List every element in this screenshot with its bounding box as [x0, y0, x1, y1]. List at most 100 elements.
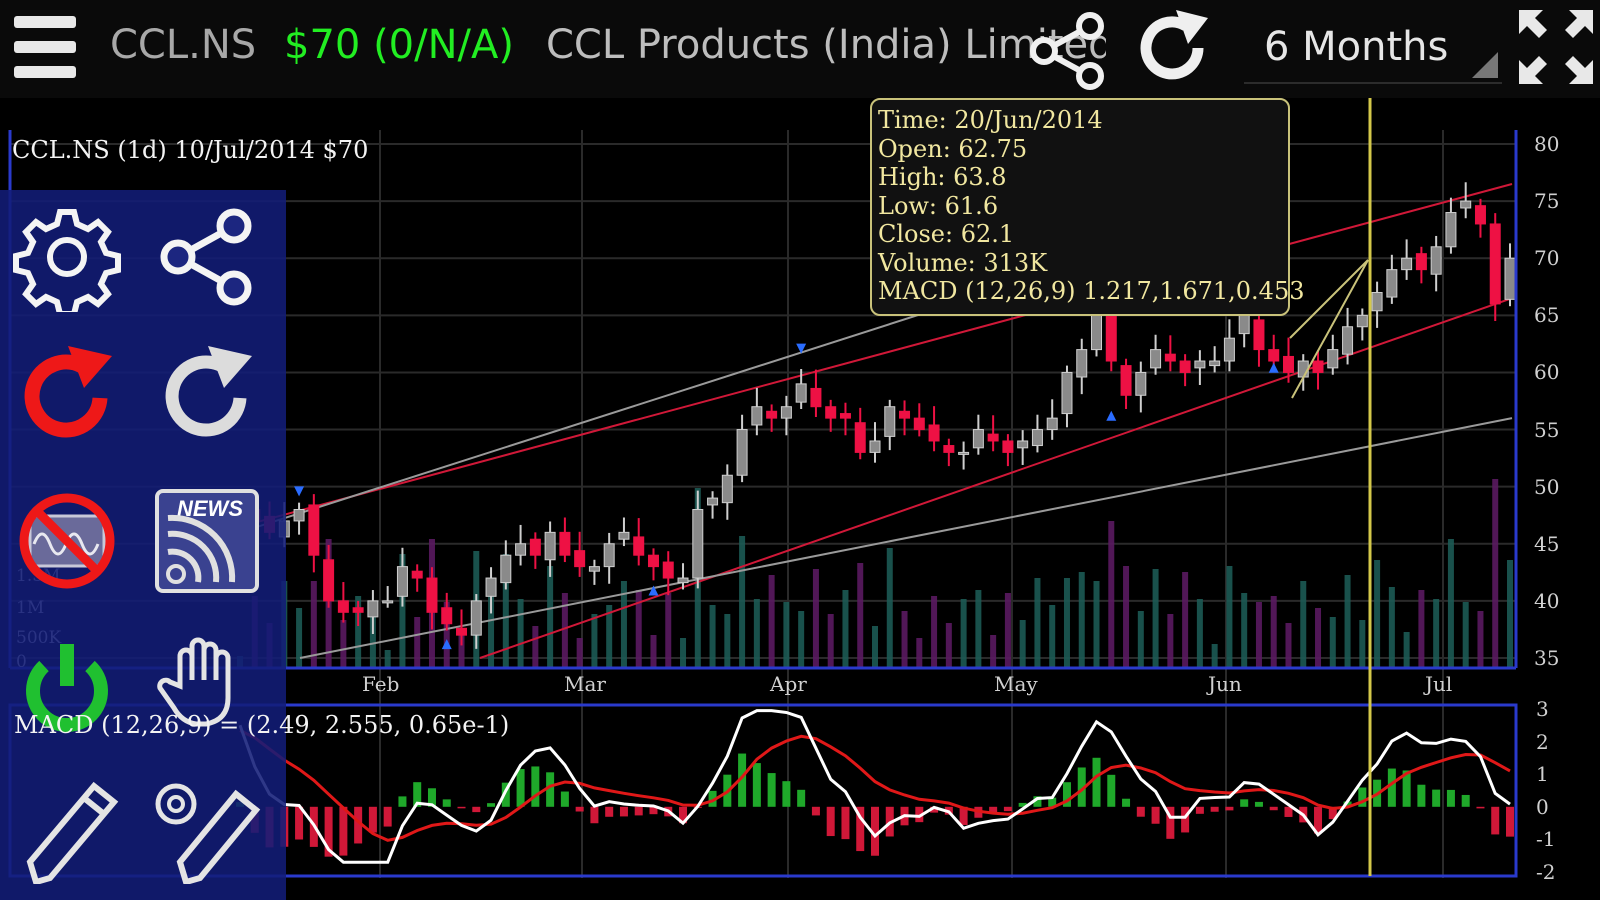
candle-body	[574, 550, 586, 568]
fullscreen-icon[interactable]	[1515, 6, 1597, 88]
candle-body	[1179, 360, 1191, 373]
volume-bar	[310, 581, 317, 668]
candle-body	[1120, 365, 1132, 396]
volume-bar	[561, 593, 568, 668]
macd-histogram-bar	[1195, 806, 1204, 814]
volume-bar	[872, 626, 878, 668]
volume-bar	[990, 635, 997, 668]
candle-body	[633, 536, 645, 556]
macd-histogram-bar	[1240, 799, 1249, 807]
candle-body	[1445, 212, 1457, 248]
candle-body	[1489, 223, 1501, 305]
price-tick: 80	[1534, 132, 1560, 156]
volume-bar	[443, 602, 450, 668]
candle-body	[1061, 371, 1073, 415]
volume-bar	[842, 590, 849, 668]
volume-bar	[768, 575, 775, 668]
menu-icon[interactable]	[10, 12, 80, 82]
volume-bar	[606, 605, 613, 668]
month-tick: Apr	[770, 672, 807, 696]
price-tick: 65	[1534, 303, 1560, 328]
candle-body	[1209, 360, 1221, 367]
candle-body	[352, 607, 364, 613]
volume-bar	[1285, 623, 1292, 668]
macd-line	[238, 709, 1511, 864]
macd-histogram-bar	[1284, 806, 1293, 817]
macd-histogram-bar	[1033, 796, 1042, 807]
volume-bar	[1300, 581, 1307, 668]
candle-body	[382, 600, 394, 604]
macd-histogram-bar	[930, 806, 939, 813]
macd-histogram-bar	[1506, 806, 1514, 837]
volume-bar	[532, 626, 539, 668]
candle-body	[972, 429, 984, 449]
candle-body	[1356, 314, 1368, 328]
period-select[interactable]: 6 Months	[1244, 6, 1502, 84]
volume-bar	[399, 554, 406, 668]
refresh-icon[interactable]	[1134, 8, 1214, 88]
company-name: CCL Products (India) Limited	[546, 22, 1106, 68]
candle-body	[1105, 310, 1117, 362]
candle-body	[426, 577, 438, 613]
macd-histogram-bar	[856, 806, 865, 852]
settings-icon[interactable]	[12, 202, 122, 312]
candle-body	[544, 531, 556, 561]
volume-bar	[1123, 566, 1130, 668]
macd-indicator	[236, 709, 1514, 864]
volume-bar	[547, 566, 554, 668]
period-label: 6 Months	[1264, 24, 1449, 70]
macd-histogram-bar	[427, 788, 436, 807]
candle-body	[692, 509, 704, 579]
candle-body	[1342, 326, 1354, 355]
volume-bar	[1462, 602, 1469, 668]
trendline	[239, 183, 1513, 528]
macd-histogram-bar	[295, 806, 304, 840]
macd-histogram-bar	[708, 790, 717, 807]
volume-bar	[1211, 644, 1218, 668]
month-tick: May	[994, 672, 1038, 696]
candle-body	[1327, 349, 1339, 369]
signal-marker	[1268, 362, 1279, 373]
macd-title: MACD (12,26,9) = (2.49, 2.555, 0.65e-1)	[14, 711, 510, 739]
candle-body	[854, 422, 866, 453]
month-tick: Jul	[1425, 672, 1453, 696]
volume-bar	[1492, 479, 1499, 668]
volume-bar	[886, 548, 893, 668]
candle-body	[780, 406, 792, 419]
candle-body	[470, 600, 482, 636]
draw-icon[interactable]	[12, 774, 122, 884]
power-icon[interactable]	[12, 634, 122, 744]
volume-bar	[680, 638, 687, 668]
macd-histogram-bar	[679, 806, 688, 824]
hand-icon[interactable]	[152, 626, 262, 736]
macd-histogram-bar	[1446, 789, 1455, 807]
macd-histogram-bar	[826, 806, 835, 837]
candle-body	[928, 424, 940, 442]
news-icon[interactable]: NEWS	[152, 486, 262, 596]
candle-body	[559, 531, 571, 556]
volume-bar	[1241, 593, 1248, 668]
macd-histogram-bar	[413, 782, 422, 807]
volume-bar	[724, 614, 731, 668]
candle-body	[529, 538, 541, 556]
macd-histogram-bar	[501, 782, 510, 807]
hide-indicator-icon[interactable]	[12, 486, 122, 596]
candle-body	[721, 474, 733, 504]
candle-body	[1430, 246, 1442, 275]
draw-settings-icon[interactable]	[152, 774, 262, 884]
volume-bar	[1108, 521, 1115, 668]
share-icon[interactable]	[1024, 12, 1112, 90]
price-tick: 75	[1534, 189, 1560, 214]
tooltip-close: Close: 62.1	[878, 220, 1015, 248]
signal-marker	[1106, 410, 1117, 421]
volume-bar	[1447, 539, 1454, 668]
share-icon[interactable]	[152, 202, 262, 312]
news-label: NEWS	[177, 496, 243, 521]
volume-bar	[945, 623, 952, 668]
price-tick: 45	[1534, 531, 1560, 556]
macd-histogram-bar	[605, 806, 614, 817]
redo-icon[interactable]	[152, 342, 262, 452]
undo-icon[interactable]	[12, 342, 122, 452]
candle-body	[1415, 253, 1427, 271]
macd-tick: 2	[1536, 729, 1549, 754]
